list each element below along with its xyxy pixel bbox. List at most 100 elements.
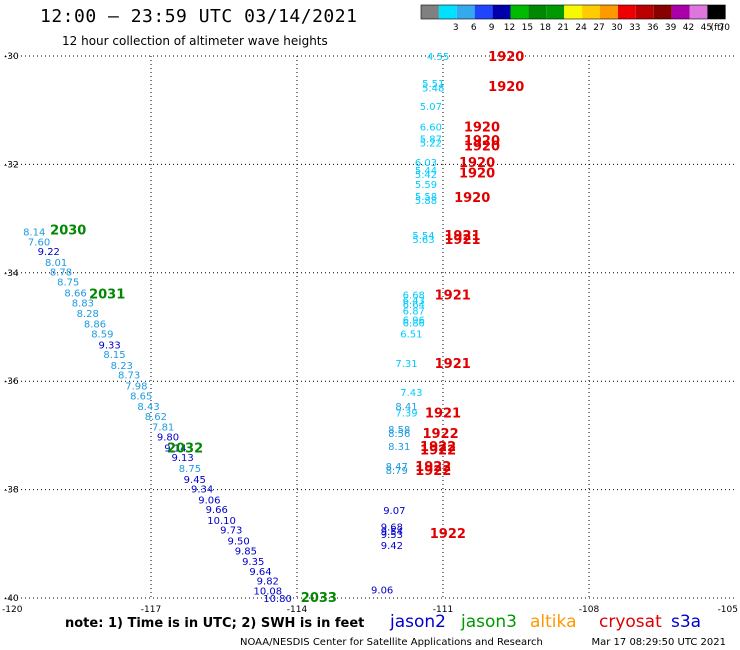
swh-value: 9.13 bbox=[172, 453, 194, 464]
credit-text: NOAA/NESDIS Center for Satellite Applica… bbox=[240, 637, 543, 648]
x-tick-label: -108 bbox=[579, 605, 600, 615]
legend-swatch bbox=[421, 5, 439, 19]
legend-label: 3 bbox=[453, 23, 459, 33]
time-label: 1922 bbox=[415, 460, 451, 475]
legend-swatch bbox=[617, 5, 636, 19]
swh-value: 6.03 bbox=[415, 158, 437, 169]
swh-value: 8.83 bbox=[72, 299, 94, 310]
swh-value: 5.22 bbox=[420, 139, 442, 150]
swh-value: 8.79 bbox=[386, 466, 408, 477]
swh-value: 9.42 bbox=[381, 541, 403, 552]
swh-value: 5.87 bbox=[420, 134, 442, 145]
satellite-label: altika bbox=[530, 612, 577, 632]
swh-value: 8.58 bbox=[388, 425, 410, 436]
legend-swatch bbox=[474, 5, 493, 19]
x-tick-label: -105 bbox=[718, 605, 738, 615]
legend-label: 18 bbox=[540, 23, 552, 33]
swh-value: 7.39 bbox=[395, 409, 417, 420]
swh-value: 9.66 bbox=[206, 505, 228, 516]
legend-label: 21 bbox=[557, 23, 568, 33]
legend-swatch bbox=[492, 5, 511, 19]
legend-label: 70 bbox=[719, 23, 731, 33]
legend-label: 27 bbox=[593, 23, 604, 33]
time-label: 2032 bbox=[167, 441, 203, 456]
swh-value: 8.78 bbox=[50, 268, 72, 279]
swh-value: 9.22 bbox=[38, 247, 60, 258]
swh-value: 6.87 bbox=[403, 307, 425, 318]
time-label: 2030 bbox=[50, 223, 86, 238]
swh-value: 8.86 bbox=[84, 320, 106, 331]
swh-value: 8.65 bbox=[130, 391, 152, 402]
legend-swatch bbox=[510, 5, 529, 19]
swh-value: 8.23 bbox=[111, 361, 133, 372]
swh-value: 5.88 bbox=[415, 196, 437, 207]
chart-points: 8.147.609.228.018.788.758.668.838.288.86… bbox=[23, 50, 524, 606]
swh-value: 10.10 bbox=[207, 516, 236, 527]
time-label: 1922 bbox=[420, 440, 456, 455]
swh-value: 7.60 bbox=[28, 237, 50, 248]
swh-value: 7.31 bbox=[395, 359, 417, 370]
page-subtitle: 12 hour collection of altimeter wave hei… bbox=[62, 34, 328, 48]
y-tick-label: -36 bbox=[4, 377, 19, 387]
legend-label: 42 bbox=[683, 23, 694, 33]
swh-value: 8.15 bbox=[103, 350, 125, 361]
swh-value: 8.47 bbox=[386, 462, 408, 473]
swh-value: 8.75 bbox=[179, 464, 201, 475]
time-label: 1921 bbox=[435, 357, 471, 372]
footer-note: note: 1) Time is in UTC; 2) SWH is in fe… bbox=[65, 616, 364, 631]
legend-swatch bbox=[653, 5, 672, 19]
swh-value: 9.35 bbox=[242, 557, 264, 568]
legend-border bbox=[420, 4, 726, 20]
swh-value: 5.63 bbox=[412, 235, 434, 246]
swh-value: 10.80 bbox=[263, 594, 292, 605]
swh-value: 9.85 bbox=[235, 546, 257, 557]
x-tick-label: -114 bbox=[287, 605, 308, 615]
legend-swatch bbox=[689, 5, 708, 19]
legend-swatch bbox=[528, 5, 547, 19]
swh-value: 10.08 bbox=[253, 586, 282, 597]
swh-value: 7.81 bbox=[152, 423, 174, 434]
satellite-label: jason2 bbox=[389, 612, 446, 632]
swh-value: 8.28 bbox=[77, 309, 99, 320]
y-tick-label: -30 bbox=[4, 52, 19, 62]
swh-value: 9.68 bbox=[381, 522, 403, 533]
swh-value: 5.59 bbox=[415, 180, 437, 191]
swh-value: 8.14 bbox=[23, 228, 45, 239]
time-label: 1920 bbox=[464, 139, 500, 154]
swh-value: 8.56 bbox=[388, 429, 410, 440]
swh-value: 6.51 bbox=[400, 330, 422, 341]
legend-label: 6 bbox=[471, 23, 477, 33]
swh-value: 8.01 bbox=[45, 258, 67, 269]
swh-value: 8.73 bbox=[118, 371, 140, 382]
legend-swatch bbox=[600, 5, 618, 19]
legend-label: 39 bbox=[665, 23, 677, 33]
swh-value: 4.55 bbox=[427, 52, 449, 63]
color-legend: 3 6 9 12 15 18 21 24 27 30 33 36 39 42 45 70(ft) bbox=[420, 4, 731, 33]
time-label: 1922 bbox=[420, 443, 456, 458]
swh-value: 9.34 bbox=[191, 485, 213, 496]
timestamp-text: Mar 17 08:29:50 UTC 2021 bbox=[592, 637, 727, 648]
swh-value: 6.43 bbox=[403, 296, 425, 307]
swh-value: 5.07 bbox=[420, 102, 442, 113]
legend-swatch bbox=[456, 5, 475, 19]
swh-value: 9.73 bbox=[220, 526, 242, 537]
swh-value: 6.96 bbox=[403, 315, 425, 326]
swh-value: 6.64 bbox=[403, 300, 425, 311]
legend-label: 9 bbox=[489, 23, 495, 33]
swh-value: 9.54 bbox=[381, 527, 403, 538]
swh-value: 9.14 bbox=[164, 443, 186, 454]
legend-label: 24 bbox=[575, 23, 587, 33]
x-tick-label: -111 bbox=[433, 605, 453, 615]
chart-footer: note: 1) Time is in UTC; 2) SWH is in fe… bbox=[65, 612, 726, 648]
time-label: 1920 bbox=[464, 134, 500, 149]
satellite-label: s3a bbox=[671, 612, 701, 632]
swh-value: 5.48 bbox=[422, 83, 444, 94]
legend-label: 45 bbox=[701, 23, 712, 33]
time-label: 1920 bbox=[488, 50, 524, 65]
swh-value: 9.80 bbox=[157, 432, 179, 443]
time-label: 1922 bbox=[415, 464, 451, 479]
swh-value: 8.59 bbox=[91, 330, 113, 341]
swh-value: 5.54 bbox=[412, 231, 434, 242]
time-label: 1922 bbox=[430, 527, 466, 542]
